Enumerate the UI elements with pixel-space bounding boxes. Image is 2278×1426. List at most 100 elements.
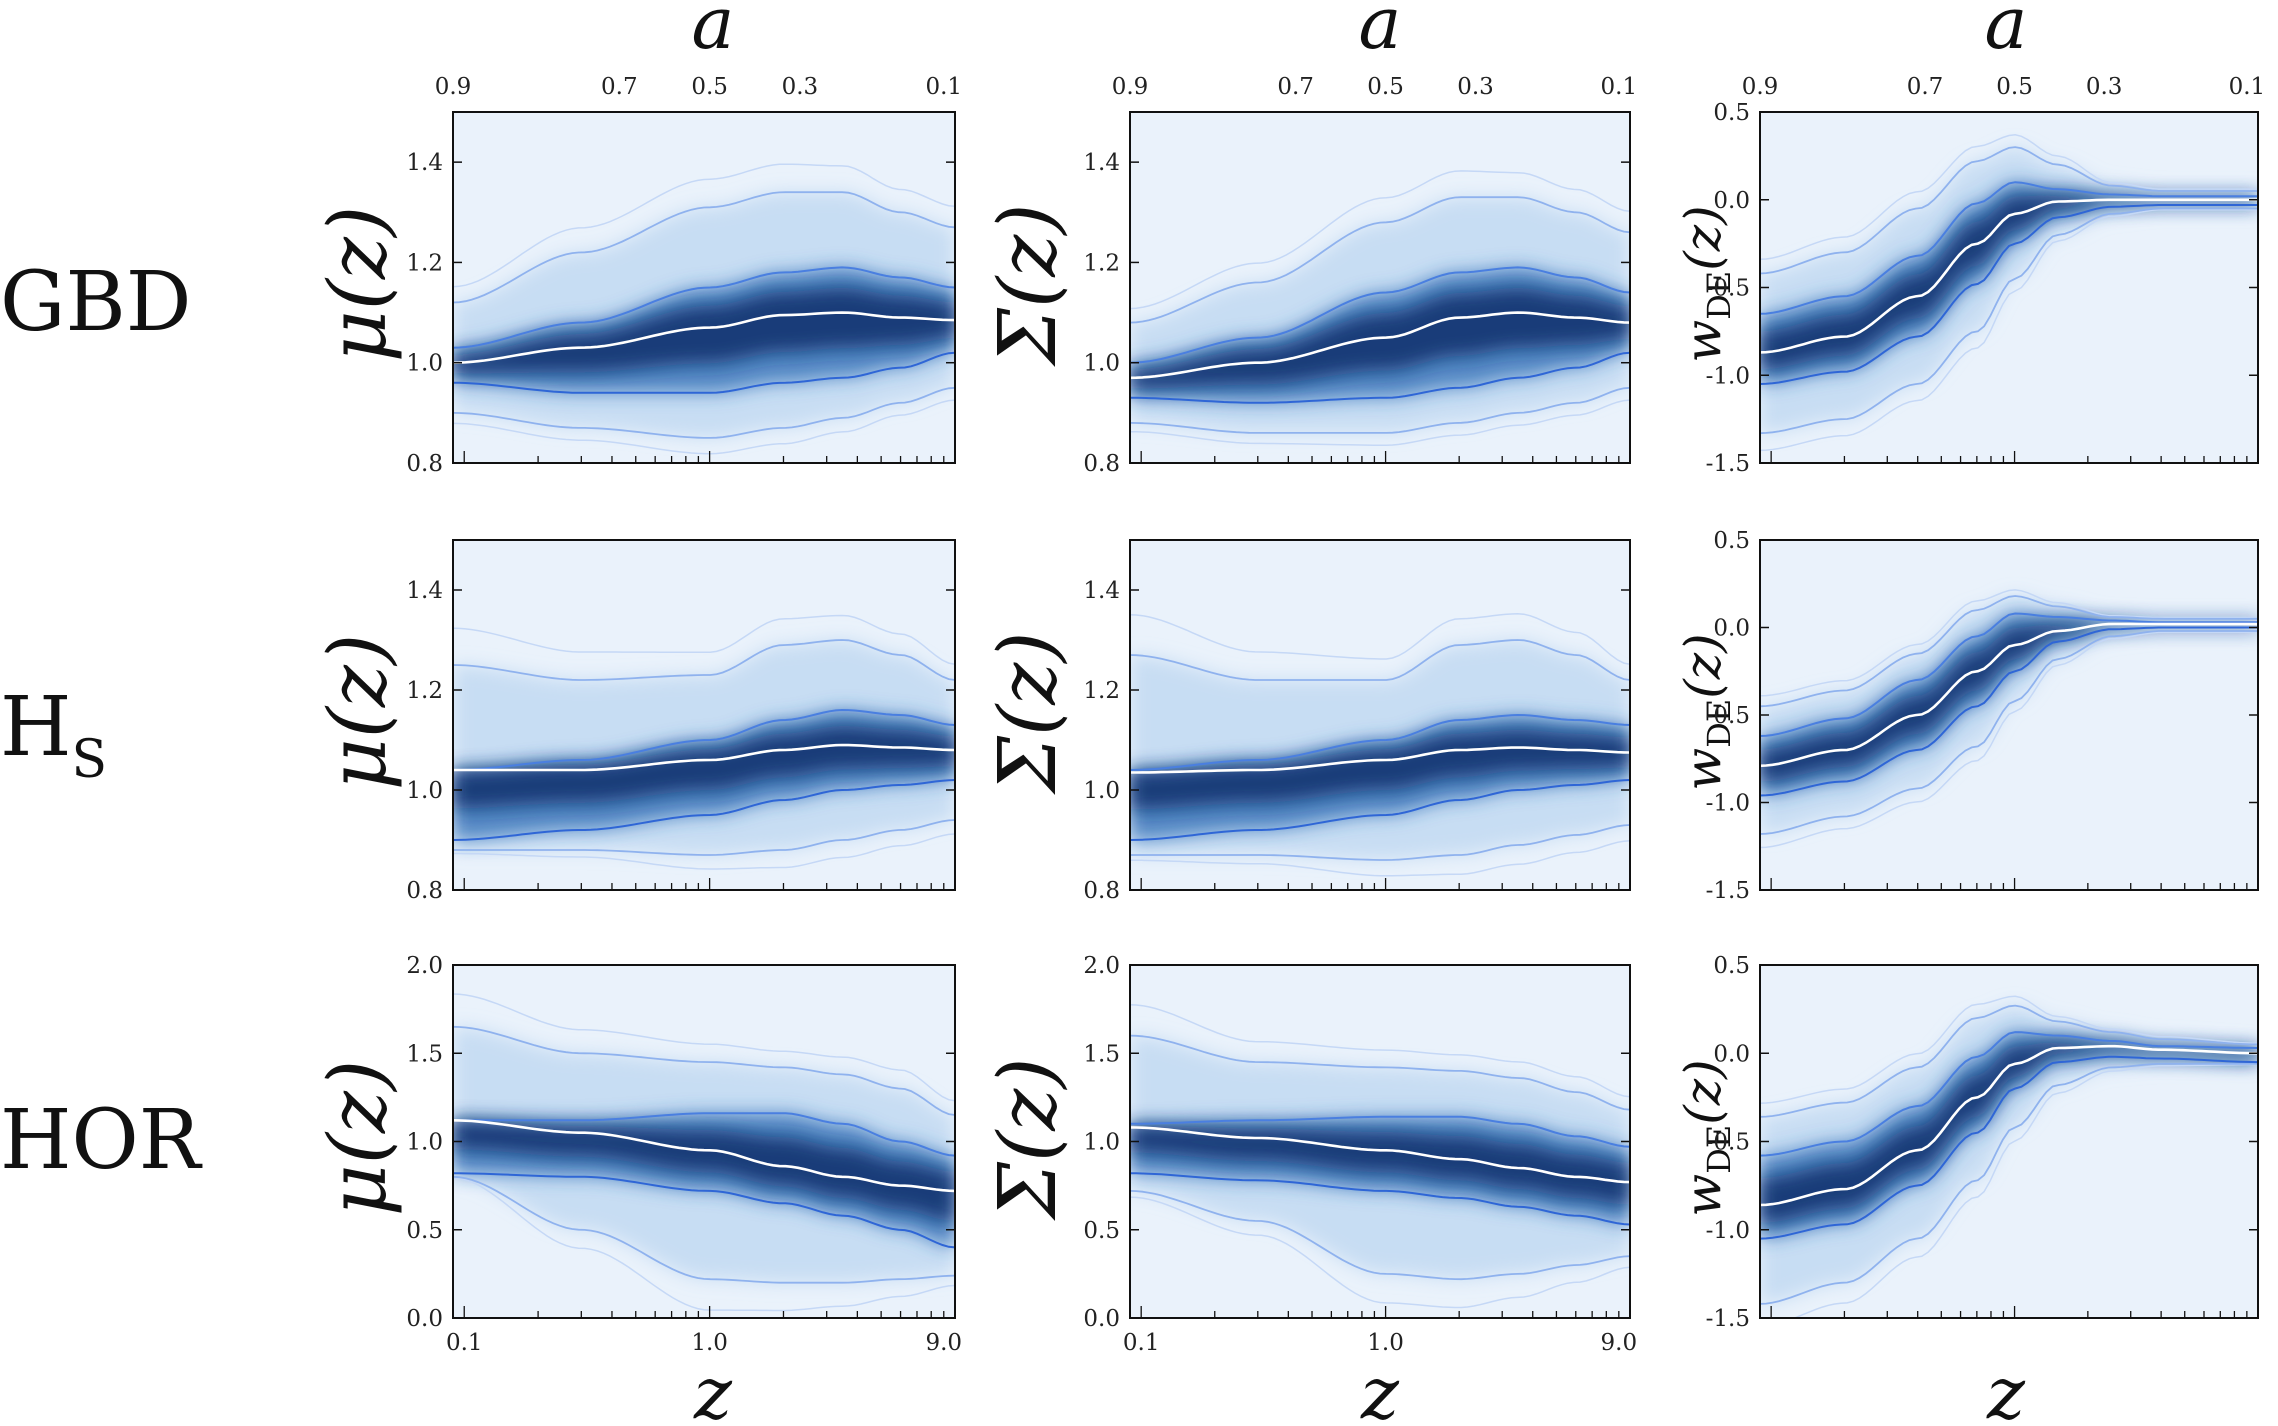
ytick-label-gbd-sigma: 1.4 (1083, 150, 1120, 176)
ylabel-gbd-wde-sub: DE (1700, 271, 1738, 320)
top-tick-label-gbd-sigma: 0.3 (1457, 74, 1494, 100)
density-core-hs-wde (1760, 622, 2258, 783)
panel-plot-area-gbd-mu (453, 163, 955, 455)
top-tick-label-gbd-sigma: 0.7 (1277, 74, 1314, 100)
ylabel-gbd-sigma: Σ(z) (981, 203, 1074, 367)
bottom-tick-label-hor-mu: 0.1 (446, 1330, 483, 1356)
contour-2sigma-upper-hor-wde (1760, 1004, 2258, 1118)
contour-2sigma-lower-hor-sigma (1130, 1190, 1630, 1281)
contour-1sigma-lower-gbd-wde (1760, 204, 2258, 385)
density-mid-hs-wde (1760, 613, 2258, 796)
panel-frame-hs-sigma (1129, 539, 1631, 891)
ytick-label-hor-wde: -1.5 (1706, 1306, 1750, 1332)
contour-3sigma-upper-hor-sigma (1130, 1003, 1630, 1098)
ytick-label-gbd-sigma: 1.0 (1083, 351, 1120, 377)
ytick-label-hor-sigma: 1.0 (1083, 1130, 1120, 1156)
contour-2sigma-lower-hs-wde (1760, 630, 2258, 835)
contour-3sigma-upper-gbd-sigma (1130, 170, 1630, 310)
density-core-hor-wde (1760, 1041, 2258, 1224)
panel-plot-area-gbd-sigma (1130, 170, 1630, 446)
contour-1sigma-upper-gbd-wde (1760, 181, 2258, 315)
panel-plot-area-hor-mu (453, 993, 955, 1312)
ytick-label-hs-sigma: 0.8 (1083, 878, 1120, 904)
bottom-axis-label-col2: z (1360, 1351, 1400, 1426)
ylabel-gbd-wde-main: w (1674, 320, 1732, 363)
top-tick-label-gbd-sigma: 0.1 (1601, 74, 1638, 100)
density-core-gbd-mu (453, 287, 955, 374)
ylabel-hor-wde-sub: DE (1700, 1125, 1738, 1174)
contour-2sigma-lower-gbd-mu (453, 386, 955, 439)
ytick-label-hor-mu: 0.0 (406, 1306, 443, 1332)
bottom-tick-label-hor-sigma: 1.0 (1367, 1330, 1404, 1356)
contour-1sigma-upper-gbd-mu (453, 266, 955, 349)
ytick-label-hor-wde: -0.5 (1706, 1130, 1750, 1156)
contour-1sigma-lower-hor-wde (1760, 1055, 2258, 1240)
ylabel-hor-sigma: Σ(z) (981, 1057, 1074, 1221)
ytick-label-hor-mu: 1.5 (406, 1041, 443, 1067)
contour-3sigma-upper-gbd-mu (453, 163, 955, 288)
panel-hs-wde: -1.5 -1.0 -0.5 0.0 0.5 (1706, 528, 2259, 904)
top-tick-label-gbd-mu: 0.3 (782, 74, 819, 100)
ytick-label-hs-wde: 0.0 (1713, 616, 1750, 642)
contour-1sigma-upper-hs-wde (1760, 612, 2258, 737)
panel-plot-area-hs-sigma (1130, 613, 1630, 877)
density-core-hs-sigma (1130, 729, 1630, 810)
top-axis-label-col3: a (1985, 0, 2028, 65)
panel-gbd-wde: -1.5-1.0-0.50.00.50.9 0.7 0.5 0.3 0.1 (1706, 74, 2266, 477)
ylabel-hor-wde-main: w (1674, 1174, 1732, 1217)
bottom-tick-label-hor-mu: 9.0 (925, 1330, 962, 1356)
top-tick-label-gbd-wde: 0.7 (1907, 74, 1944, 100)
bottom-tick-label-hor-sigma: 9.0 (1601, 1330, 1638, 1356)
ytick-label-hor-wde: 0.5 (1713, 953, 1750, 979)
panel-plot-area-hs-mu (453, 614, 955, 870)
contour-3sigma-lower-hs-sigma (1130, 840, 1630, 877)
ytick-label-gbd-wde: 0.5 (1713, 100, 1750, 126)
contour-1sigma-upper-hor-sigma (1130, 1115, 1630, 1148)
row-label-hs-main: H (0, 680, 72, 775)
contour-3sigma-upper-hs-sigma (1130, 613, 1630, 666)
top-tick-label-gbd-sigma: 0.9 (1112, 74, 1149, 100)
ylabel-hs-wde-tail: (z) (1674, 633, 1732, 698)
ytick-label-gbd-wde: 0.0 (1713, 188, 1750, 214)
ylabel-hs-sigma: Σ(z) (981, 631, 1074, 795)
contour-2sigma-lower-hor-mu (453, 1175, 955, 1284)
contour-2sigma-lower-gbd-sigma (1130, 386, 1630, 434)
top-axis-label-col2: a (1359, 0, 1402, 65)
top-tick-label-gbd-mu: 0.5 (691, 74, 728, 100)
panel-plot-area-gbd-wde (1760, 134, 2258, 452)
ytick-label-hs-wde: -1.5 (1706, 878, 1750, 904)
contour-2sigma-lower-gbd-wde (1760, 207, 2258, 435)
contour-2sigma-upper-gbd-mu (453, 191, 955, 304)
contour-2sigma-upper-hor-mu (453, 1025, 955, 1116)
contour-3sigma-lower-gbd-wde (1760, 209, 2258, 452)
ytick-label-hor-mu: 2.0 (406, 953, 443, 979)
panel-gbd-mu: 0.8 1.0 1.2 1.4 0.9 0.7 0.5 0.3 0.1 (406, 74, 962, 477)
density-mid-hor-wde (1760, 1032, 2258, 1239)
ytick-label-hor-sigma: 2.0 (1083, 953, 1120, 979)
top-axis-label-col1: a (692, 0, 735, 65)
ylabel-hor-wde: wDE(z) (1674, 1059, 1738, 1216)
ytick-label-gbd-sigma: 1.2 (1083, 250, 1120, 276)
top-tick-label-gbd-wde: 0.9 (1742, 74, 1779, 100)
contour-3sigma-upper-hs-wde (1760, 589, 2258, 697)
ylabel-hs-wde-main: w (1674, 748, 1732, 791)
contour-3sigma-upper-hor-wde (1760, 995, 2258, 1104)
panel-plot-area-hs-wde (1760, 589, 2258, 849)
median-line-hs-sigma (1130, 746, 1630, 774)
contour-1sigma-lower-hor-mu (453, 1172, 955, 1249)
ytick-label-hs-wde: 0.5 (1713, 528, 1750, 554)
contour-2sigma-upper-hs-mu (453, 639, 955, 681)
contour-3sigma-lower-hs-mu (453, 833, 955, 870)
ytick-label-gbd-wde: -1.5 (1706, 451, 1750, 477)
ytick-label-hs-mu: 1.4 (406, 578, 443, 604)
ytick-label-hs-mu: 1.0 (406, 778, 443, 804)
ytick-label-gbd-wde: -1.0 (1706, 363, 1750, 389)
ytick-label-hor-mu: 1.0 (406, 1130, 443, 1156)
density-outer-gbd-wde (1760, 147, 2258, 434)
density-core-hor-sigma (1130, 1125, 1630, 1206)
ytick-label-gbd-mu: 1.2 (406, 250, 443, 276)
contour-2sigma-lower-hs-mu (453, 819, 955, 856)
ytick-label-hor-sigma: 0.0 (1083, 1306, 1120, 1332)
ytick-label-hor-sigma: 1.5 (1083, 1041, 1120, 1067)
